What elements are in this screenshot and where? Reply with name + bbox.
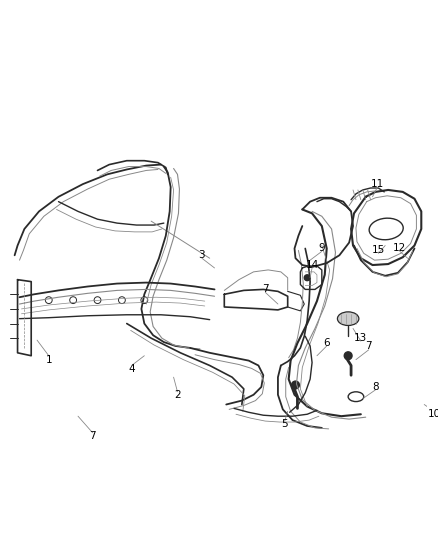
Text: 3: 3 (198, 251, 205, 260)
Text: 13: 13 (354, 333, 367, 343)
Text: 14: 14 (305, 260, 319, 270)
Ellipse shape (337, 312, 359, 326)
Circle shape (304, 275, 310, 281)
Text: 6: 6 (323, 338, 330, 348)
Text: 7: 7 (262, 285, 268, 294)
Text: 1: 1 (46, 354, 52, 365)
Text: 8: 8 (372, 382, 379, 392)
Circle shape (292, 381, 300, 389)
Text: 10: 10 (427, 409, 438, 419)
Text: 5: 5 (282, 419, 288, 429)
Text: 2: 2 (174, 390, 181, 400)
Circle shape (344, 352, 352, 360)
Text: 15: 15 (372, 245, 385, 255)
Text: 4: 4 (128, 365, 135, 374)
Text: 7: 7 (89, 431, 96, 441)
Text: 7: 7 (365, 341, 372, 351)
Text: 9: 9 (318, 244, 325, 254)
Text: 11: 11 (371, 179, 384, 189)
Text: 12: 12 (393, 244, 406, 254)
